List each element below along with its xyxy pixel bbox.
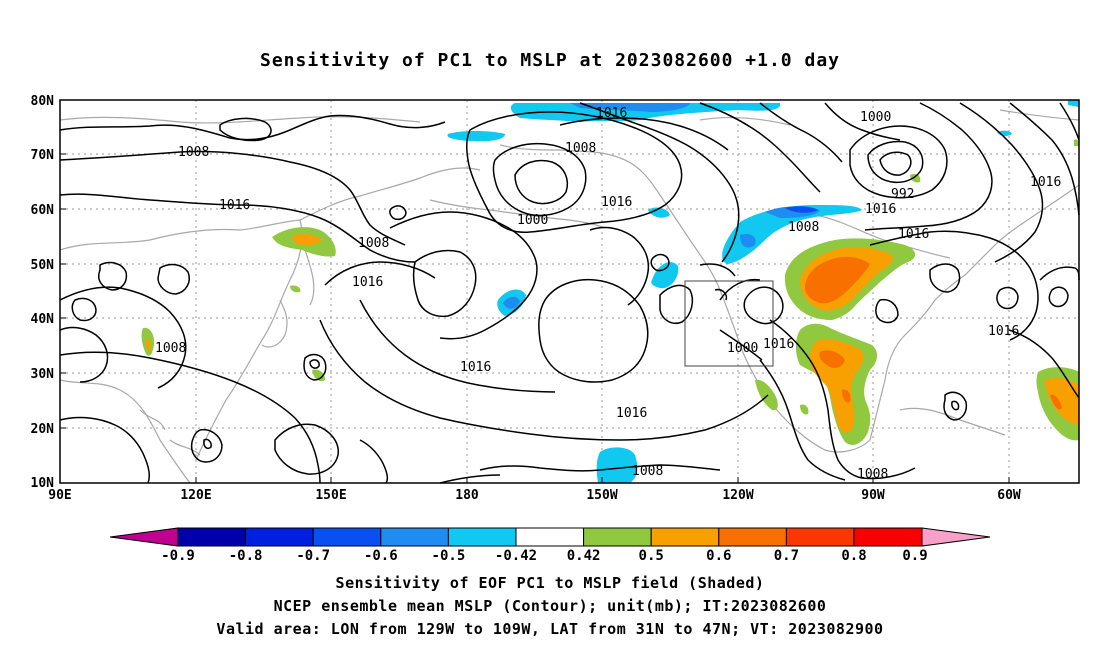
- gridlines: [60, 100, 1079, 483]
- caption-line-3: Valid area: LON from 129W to 109W, LAT f…: [216, 620, 884, 638]
- contour-label: 1008: [155, 341, 186, 356]
- colorbar: [109, 527, 991, 547]
- contour-label: 1016: [352, 275, 383, 290]
- lon-label: 150E: [315, 488, 346, 503]
- colorbar-label: 0.9: [902, 548, 927, 564]
- colorbar-swatch: [650, 527, 720, 547]
- colorbar-swatch: [515, 527, 585, 547]
- colorbar-label: 0.5: [639, 548, 664, 564]
- contour-label: 1016: [601, 195, 632, 210]
- colorbar-label: 0.8: [841, 548, 866, 564]
- lat-label: 30N: [31, 367, 55, 382]
- contour-label: 1016: [460, 360, 491, 375]
- colorbar-swatch: [245, 527, 314, 547]
- caption-line-1: Sensitivity of EOF PC1 to MSLP field (Sh…: [335, 574, 765, 592]
- latitude-labels: 80N 70N 60N 50N 40N 30N 20N 10N: [31, 94, 55, 491]
- lon-label: 60W: [997, 488, 1021, 503]
- caption-line-2: NCEP ensemble mean MSLP (Contour); unit(…: [273, 597, 827, 615]
- colorbar-swatch: [380, 527, 449, 547]
- mslp-contours: [59, 102, 1080, 484]
- contour-label: 1016: [763, 337, 794, 352]
- colorbar-swatch: [718, 527, 787, 547]
- contour-label: 1008: [565, 141, 596, 156]
- valid-area-box: [684, 280, 774, 367]
- contour-label: 1008: [178, 145, 209, 160]
- colorbar-swatch: [177, 527, 247, 547]
- colorbar-label: 0.6: [706, 548, 731, 564]
- lat-label: 20N: [31, 422, 55, 437]
- contour-label: 1016: [596, 106, 627, 121]
- lat-label: 70N: [31, 148, 55, 163]
- contour-label: 1000: [727, 341, 758, 356]
- map-area: [60, 100, 1079, 483]
- contour-label: 1016: [898, 227, 929, 242]
- contour-label: 1000: [860, 110, 891, 125]
- lat-label: 10N: [31, 476, 55, 491]
- colorbar-swatch: [853, 527, 923, 547]
- colorbar-label: -0.6: [364, 548, 398, 564]
- contour-labels: 1016 1008 1000 1000 992 1008 1016 1016 1…: [155, 106, 1061, 482]
- colorbar-label: -0.5: [432, 548, 466, 564]
- contour-label: 1016: [988, 324, 1019, 339]
- colorbar-label: 0.7: [774, 548, 799, 564]
- lon-label: 120W: [722, 488, 753, 503]
- colorbar-swatch: [447, 527, 517, 547]
- shaded-sensitivity: [141, 100, 1079, 483]
- colorbar-label: 0.42: [567, 548, 601, 564]
- colorbar-label: -0.7: [296, 548, 330, 564]
- contour-label: 1008: [358, 236, 389, 251]
- colorbar-swatch-high-extreme: [921, 527, 991, 547]
- contour-label: 1016: [865, 202, 896, 217]
- contour-label: 1016: [1030, 175, 1061, 190]
- lon-label: 90E: [48, 488, 71, 503]
- lat-label: 60N: [31, 203, 55, 218]
- lon-label: 180: [455, 488, 479, 503]
- tick-marks: [60, 99, 1010, 483]
- contour-label: 1008: [632, 464, 663, 479]
- colorbar-swatch: [583, 527, 652, 547]
- colorbar-label: -0.42: [495, 548, 537, 564]
- colorbar-swatch: [312, 527, 382, 547]
- colorbar-label: -0.8: [229, 548, 263, 564]
- contour-label: 1008: [857, 467, 888, 482]
- longitude-labels: 90E 120E 150E 180 150W 120W 90W 60W: [48, 488, 1021, 503]
- map-frame: [59, 99, 1080, 484]
- contour-label: 992: [891, 187, 914, 202]
- colorbar-swatch-low-extreme: [109, 527, 179, 547]
- lat-label: 80N: [31, 94, 55, 109]
- contour-label: 1016: [616, 406, 647, 421]
- map-title: Sensitivity of PC1 to MSLP at 2023082600…: [259, 50, 840, 71]
- colorbar-swatch: [785, 527, 855, 547]
- lon-label: 90W: [861, 488, 885, 503]
- contour-label: 1000: [517, 213, 548, 228]
- colorbar-label: -0.9: [161, 548, 195, 564]
- lat-label: 50N: [31, 258, 55, 273]
- lat-label: 40N: [31, 312, 55, 327]
- lon-label: 150W: [586, 488, 617, 503]
- contour-label: 1016: [219, 198, 250, 213]
- contour-label: 1008: [788, 220, 819, 235]
- lon-label: 120E: [180, 488, 211, 503]
- colorbar-labels: -0.9 -0.8 -0.7 -0.6 -0.5 -0.42 0.42 0.5 …: [161, 548, 928, 564]
